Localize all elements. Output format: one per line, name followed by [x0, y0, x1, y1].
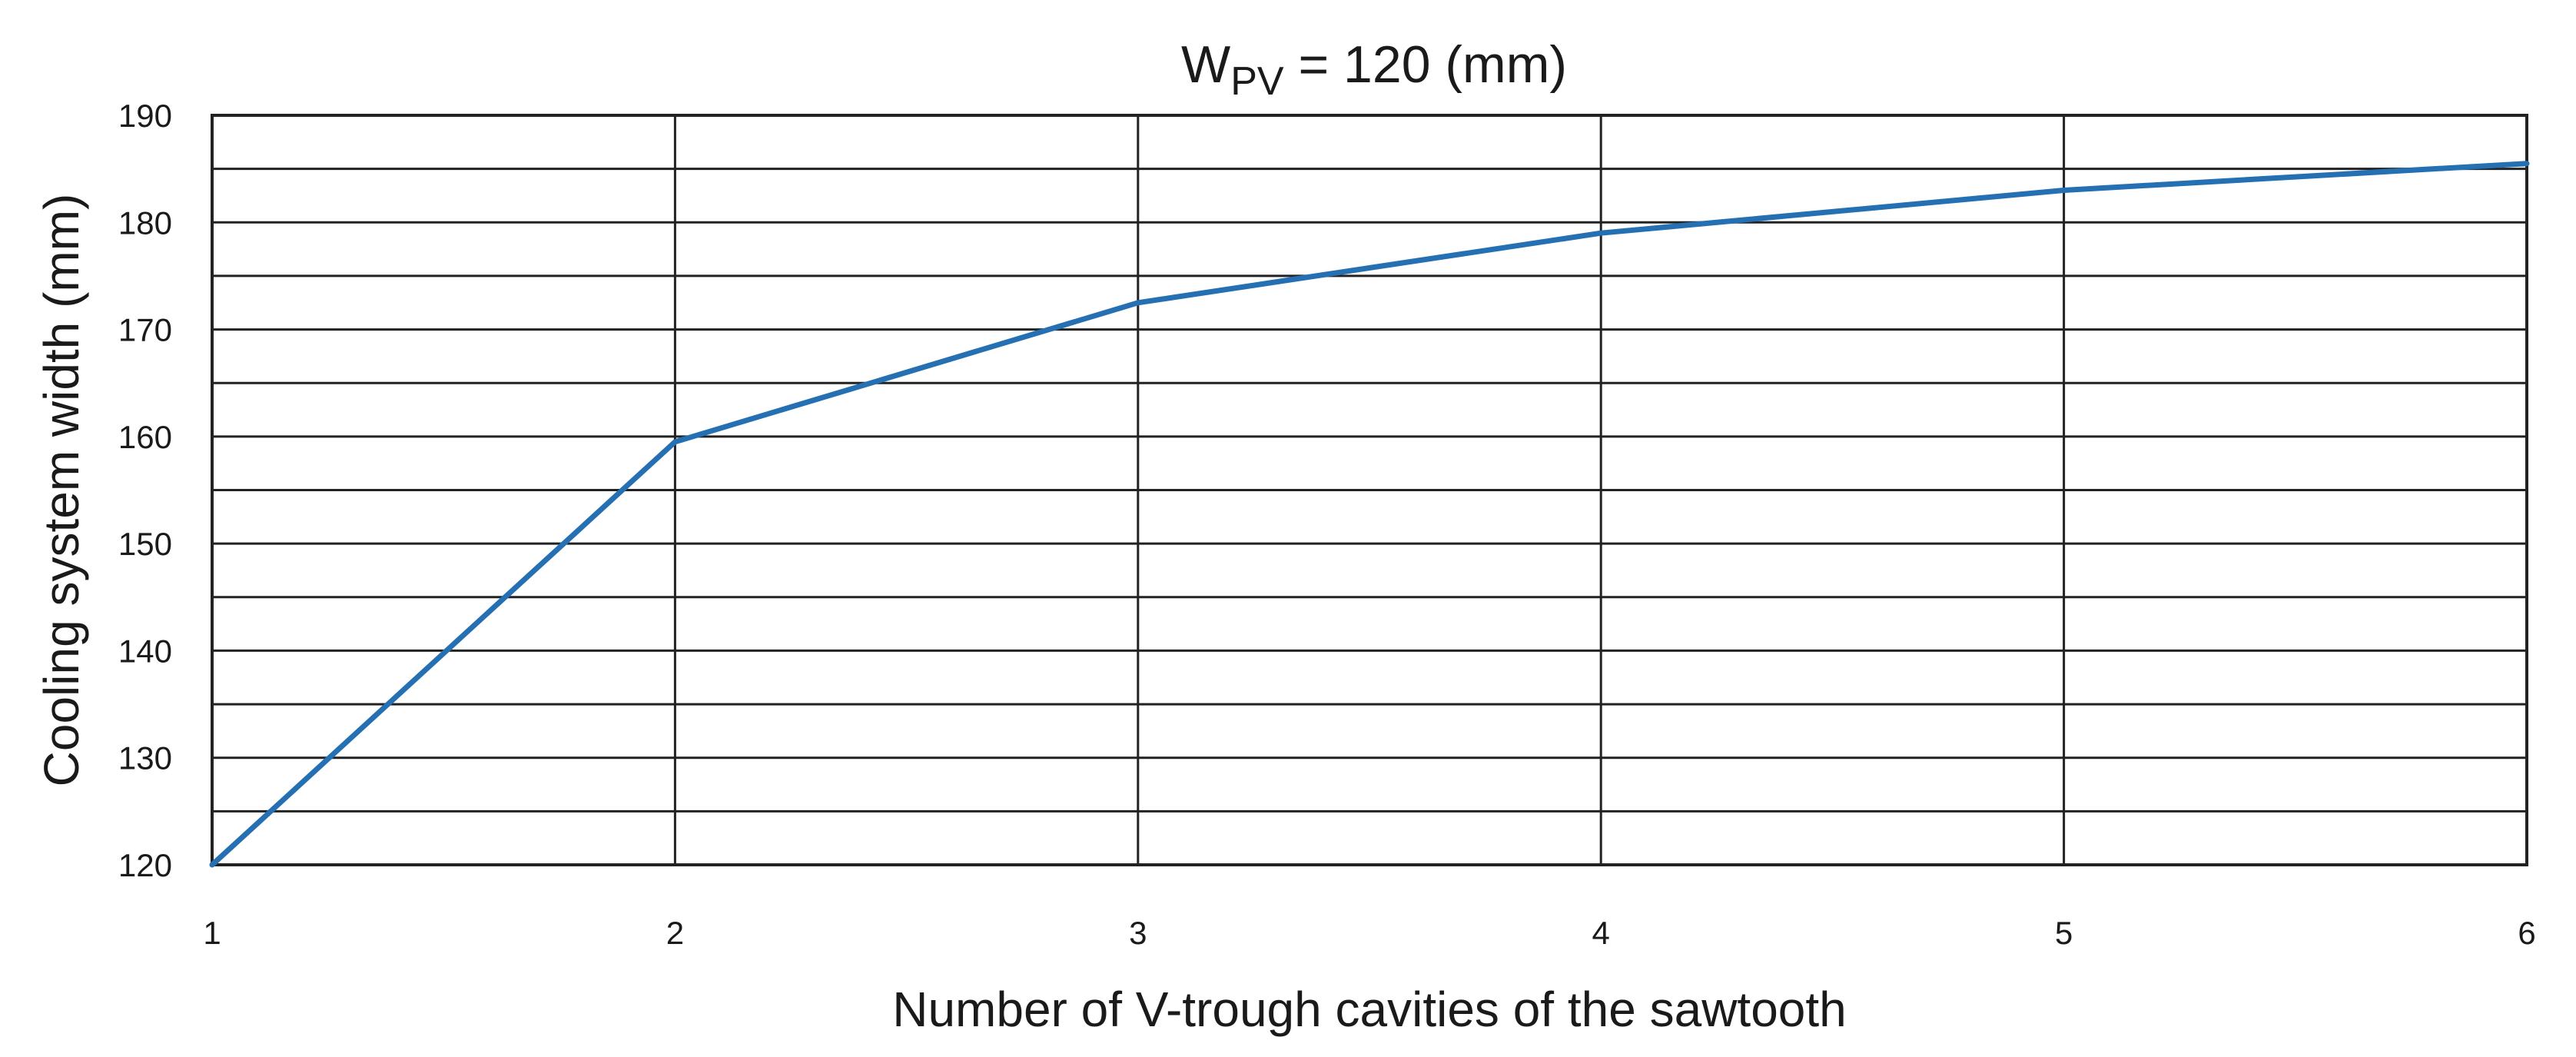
y-axis-label: Cooling system width (mm) — [34, 194, 89, 787]
y-tick-label: 160 — [118, 419, 172, 455]
x-tick-labels: 1 2 3 4 5 6 — [203, 915, 2535, 951]
x-tick-label: 4 — [1592, 915, 1610, 951]
plot-frame — [211, 114, 2528, 866]
y-tick-label: 130 — [118, 740, 172, 776]
y-tick-label: 140 — [118, 633, 172, 669]
y-tick-label: 180 — [118, 204, 172, 241]
series-line — [209, 161, 2530, 868]
y-tick-label: 150 — [118, 526, 172, 562]
grid — [212, 115, 2527, 865]
chart-title-subscript: PV — [1230, 59, 1284, 104]
y-tick-labels: 120 130 140 150 160 170 180 190 — [118, 98, 172, 883]
y-tick-label: 120 — [118, 847, 172, 883]
x-tick-label: 6 — [2518, 915, 2535, 951]
x-tick-label: 1 — [203, 915, 221, 951]
x-tick-label: 5 — [2055, 915, 2073, 951]
series-layer — [209, 161, 2530, 868]
chart-title-main: W — [1181, 35, 1230, 94]
y-tick-label: 190 — [118, 98, 172, 134]
x-tick-label: 2 — [666, 915, 684, 951]
chart-title-suffix: = 120 (mm) — [1284, 35, 1567, 94]
chart-title: WPV = 120 (mm) — [1181, 35, 1567, 104]
x-tick-label: 3 — [1129, 915, 1147, 951]
x-axis-label: Number of V-trough cavities of the sawto… — [892, 982, 1847, 1037]
y-tick-label: 170 — [118, 312, 172, 348]
